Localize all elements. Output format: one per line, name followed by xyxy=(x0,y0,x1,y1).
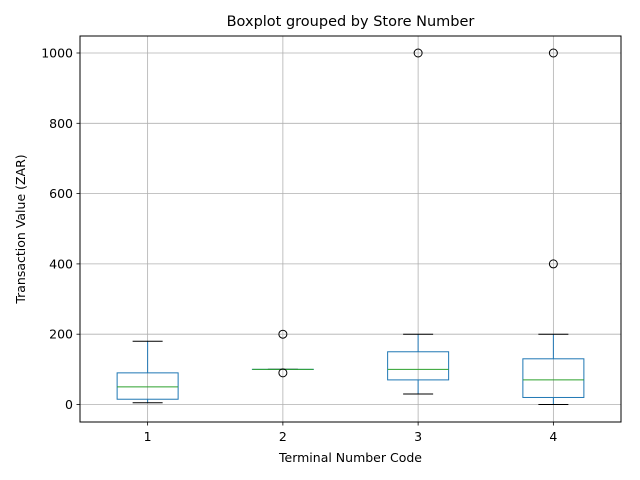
x-tick-label: 3 xyxy=(414,429,422,444)
y-tick-label: 600 xyxy=(49,186,73,201)
y-tick-label: 0 xyxy=(65,397,73,412)
box-iqr xyxy=(387,351,450,381)
box-group xyxy=(116,340,179,404)
y-tick-label: 1000 xyxy=(41,46,73,61)
x-axis-label: Terminal Number Code xyxy=(278,450,422,465)
chart-title: Boxplot grouped by Store Number xyxy=(227,14,475,30)
flier-point xyxy=(278,329,288,339)
x-tick-label: 1 xyxy=(144,429,152,444)
x-tick-label: 4 xyxy=(549,429,557,444)
flier-point xyxy=(413,48,423,58)
flier-point xyxy=(278,368,288,378)
box-group xyxy=(522,48,585,405)
x-tick-label: 2 xyxy=(279,429,287,444)
y-tick-label: 400 xyxy=(49,256,73,271)
box-group xyxy=(387,48,450,395)
y-tick-label: 800 xyxy=(49,116,73,131)
flier-point xyxy=(548,48,558,58)
plot-area xyxy=(116,48,585,405)
y-tick-label: 200 xyxy=(49,327,73,342)
flier-point xyxy=(548,259,558,269)
y-axis-label: Transaction Value (ZAR) xyxy=(13,154,28,304)
box-iqr xyxy=(522,358,585,398)
box-iqr xyxy=(116,372,179,400)
axes: 0 200 400 600 800 1000 1 2 3 4 xyxy=(41,46,557,445)
plot-frame xyxy=(79,35,622,423)
grid-lines xyxy=(80,36,621,422)
box-group xyxy=(251,329,314,378)
